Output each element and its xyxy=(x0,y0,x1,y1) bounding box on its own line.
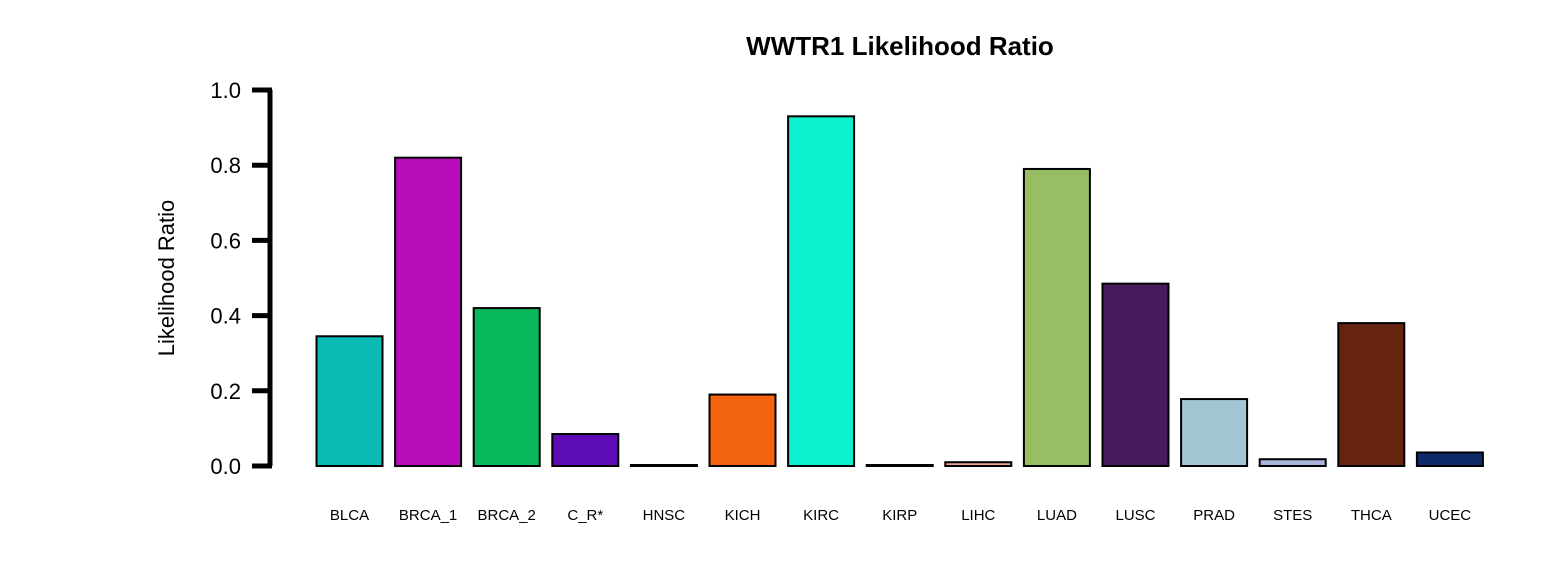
bar-prad xyxy=(1180,398,1249,467)
y-axis: 0.0 0.2 0.4 0.6 0.8 1.0 xyxy=(210,78,273,479)
y-tick-label: 0.6 xyxy=(210,228,241,253)
x-tick-label: HNSC xyxy=(643,507,686,524)
x-tick-label: THCA xyxy=(1351,507,1392,524)
x-tick-label: PRAD xyxy=(1193,507,1235,524)
x-tick-label: KICH xyxy=(725,507,761,524)
bar-thca xyxy=(1337,322,1406,467)
bar-blca xyxy=(315,335,384,467)
x-tick-label: KIRP xyxy=(882,507,917,524)
x-tick-label: C_R* xyxy=(567,507,603,524)
x-tick-label: UCEC xyxy=(1429,507,1472,524)
y-tick-label: 0.4 xyxy=(210,304,241,329)
y-tick-label: 0.2 xyxy=(210,379,241,404)
x-tick-label: LUAD xyxy=(1037,507,1077,524)
y-tick-label: 0.0 xyxy=(210,454,241,479)
bar-lusc xyxy=(1101,282,1170,468)
chart-title: WWTR1 Likelihood Ratio xyxy=(746,31,1054,61)
x-tick-label: STES xyxy=(1273,507,1312,524)
bar-c-r- xyxy=(551,433,620,468)
x-tick-label: BLCA xyxy=(330,507,369,524)
y-axis-label: Likelihood Ratio xyxy=(154,200,179,357)
x-tick-labels: BLCA BRCA_1 BRCA_2 C_R* HNSC KICH KIRC KIRP LIHC… xyxy=(330,507,1471,524)
bar-kich xyxy=(708,393,777,467)
bar-lihc xyxy=(944,461,1013,467)
bar-kirp xyxy=(865,464,934,467)
x-tick-label: KIRC xyxy=(803,507,839,524)
bars xyxy=(315,115,1484,468)
bar-luad xyxy=(1022,167,1091,468)
x-tick-label: BRCA_1 xyxy=(399,507,457,524)
bar-brca-2 xyxy=(472,307,541,467)
y-tick-label: 0.8 xyxy=(210,153,241,178)
x-tick-label: BRCA_2 xyxy=(478,507,536,524)
bar-hnsc xyxy=(629,464,698,467)
bar-stes xyxy=(1258,458,1327,467)
x-tick-label: LIHC xyxy=(961,507,995,524)
x-tick-label: LUSC xyxy=(1115,507,1155,524)
bar-ucec xyxy=(1415,451,1484,467)
y-tick-label: 1.0 xyxy=(210,78,241,103)
bar-kirc xyxy=(787,115,856,467)
bar-brca-1 xyxy=(394,156,463,467)
